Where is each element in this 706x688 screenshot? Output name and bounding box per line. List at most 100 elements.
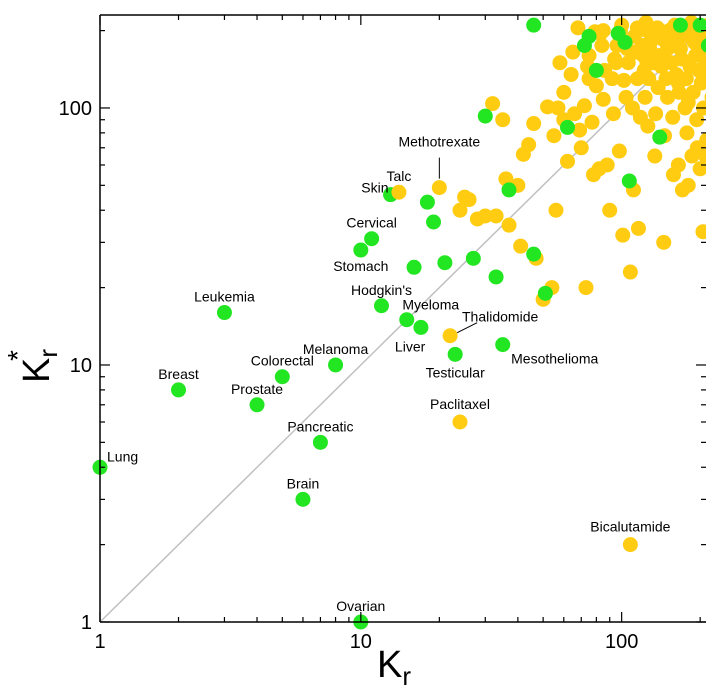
label-leukemia: Leukemia	[194, 289, 255, 305]
cancer-point	[652, 129, 668, 145]
drug-point	[570, 20, 586, 36]
points-layer	[92, 15, 706, 630]
label-talc: Talc	[386, 168, 411, 184]
x-tick-label: 1	[94, 631, 105, 653]
drug-point	[548, 202, 564, 218]
cancer-point	[526, 17, 542, 33]
drug-point	[620, 55, 636, 71]
point-myeloma	[399, 312, 415, 328]
drug-point	[565, 44, 581, 60]
cancer-point	[406, 259, 422, 275]
label-paclitaxel: Paclitaxel	[430, 396, 490, 412]
x-axis-title-sub: r	[402, 661, 411, 688]
x-axis-title: Kr	[377, 644, 411, 688]
drug-point	[605, 106, 621, 122]
drug-point	[679, 125, 695, 141]
label-lung: Lung	[107, 448, 138, 464]
point-methotrexate	[431, 180, 447, 196]
drug-point	[611, 143, 627, 159]
y-tick-label: 10	[70, 355, 92, 377]
drug-point	[488, 208, 504, 224]
drug-point	[703, 49, 706, 62]
drug-point	[521, 137, 537, 153]
drug-point	[689, 112, 705, 128]
drug-point	[576, 98, 592, 114]
drug-point	[647, 148, 663, 164]
cancer-point	[621, 173, 637, 189]
point-melanoma	[328, 357, 344, 373]
cancer-point	[477, 108, 493, 124]
drug-point	[578, 280, 594, 296]
x-tick-label: 100	[605, 631, 638, 653]
drug-point	[584, 114, 600, 130]
drug-point	[637, 89, 653, 105]
label-prostate: Prostate	[231, 381, 283, 397]
drug-point	[485, 96, 501, 112]
point-stomach	[353, 242, 369, 258]
x-tick-label: 10	[350, 631, 372, 653]
drug-point	[602, 202, 618, 218]
label-melanoma: Melanoma	[303, 341, 369, 357]
drug-point	[648, 28, 664, 44]
drug-point	[595, 23, 611, 39]
y-axis-title-sub: r	[33, 349, 63, 358]
drug-point	[622, 264, 638, 280]
cancer-point	[560, 119, 576, 135]
drug-point	[665, 109, 681, 125]
drug-point	[572, 122, 588, 138]
drug-point	[656, 234, 672, 250]
drug-point	[698, 55, 706, 71]
drug-point	[639, 55, 655, 71]
point-liver	[413, 319, 429, 335]
drug-point	[702, 72, 706, 86]
point-colorectal	[274, 369, 290, 385]
point-pancreatic	[312, 434, 328, 450]
drug-point	[526, 116, 542, 132]
cancer-point	[501, 182, 517, 198]
drug-point	[604, 71, 620, 87]
cancer-point	[437, 255, 453, 271]
cancer-point	[526, 246, 542, 262]
drug-point	[594, 38, 610, 54]
point-breast	[171, 382, 187, 398]
cancer-point	[426, 214, 442, 230]
label-ovarian: Ovarian	[336, 598, 385, 614]
axes-layer: 1 10 100 1 10 100	[59, 14, 706, 653]
drug-point	[680, 95, 696, 111]
cancer-point	[537, 285, 553, 301]
point-talc	[391, 184, 407, 200]
drug-point	[552, 55, 568, 71]
drug-point	[477, 208, 493, 224]
y-axis-title: Kr*	[2, 349, 63, 383]
drug-point	[501, 217, 517, 233]
label-breast: Breast	[158, 366, 199, 382]
drug-point	[689, 140, 705, 156]
label-myeloma: Myeloma	[402, 297, 459, 313]
drug-point	[660, 89, 676, 105]
label-mesothelioma: Mesothelioma	[511, 351, 598, 367]
drug-point	[692, 161, 706, 177]
point-bicalutamide	[622, 537, 638, 553]
label-bicalutamide: Bicalutamide	[590, 519, 670, 535]
point-testicular	[447, 346, 463, 362]
drug-point	[461, 192, 477, 208]
axis-titles: Kr Kr*	[2, 349, 411, 688]
label-brain: Brain	[287, 475, 320, 491]
drug-point	[560, 153, 576, 169]
drug-point	[640, 118, 656, 134]
point-cervical	[364, 231, 380, 247]
label-testicular: Testicular	[426, 364, 485, 380]
drug-point	[629, 20, 645, 36]
drug-point	[670, 75, 686, 91]
label-cervical: Cervical	[346, 215, 397, 231]
drug-point	[563, 66, 579, 82]
cancer-point	[465, 250, 481, 266]
point-thalidomide	[442, 328, 458, 344]
cancer-point	[581, 28, 597, 44]
drug-point	[660, 41, 676, 57]
cancer-point	[617, 34, 633, 50]
drug-point	[452, 202, 468, 218]
drug-point	[641, 71, 657, 87]
y-axis-title-sup: *	[2, 350, 33, 361]
